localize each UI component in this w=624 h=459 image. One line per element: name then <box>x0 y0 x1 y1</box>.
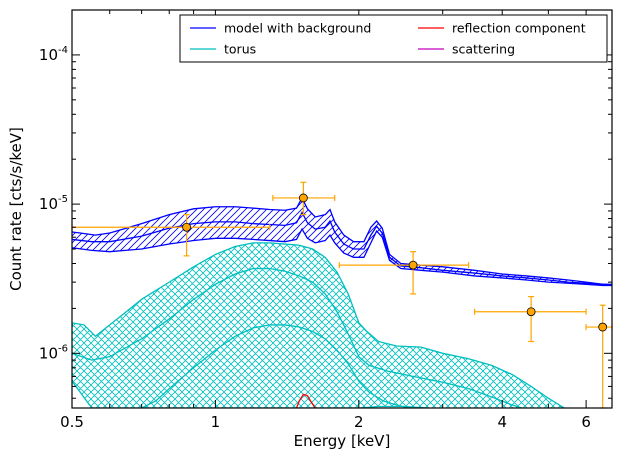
legend-entry: reflection component <box>418 21 586 36</box>
data-marker <box>298 193 308 203</box>
data-marker <box>182 222 191 232</box>
x-tick-label: 1 <box>211 413 221 431</box>
x-axis-label: Energy [keV] <box>294 432 391 450</box>
torus-band-fill <box>72 242 565 408</box>
y-tick-label: 10-6 <box>39 343 68 362</box>
model-with-background-band-lower <box>72 227 612 287</box>
data-marker <box>526 307 536 317</box>
y-tick-label: 10-4 <box>39 45 68 64</box>
legend-entry: scattering <box>418 42 515 57</box>
y-tick-label: 10-5 <box>39 194 68 213</box>
legend-label: model with background <box>224 21 371 36</box>
legend-entry: torus <box>190 42 256 57</box>
torus-band-lower <box>72 380 429 408</box>
torus-band-upper <box>72 242 565 408</box>
reflection-component-curve <box>295 393 316 408</box>
torus-band-median <box>72 267 523 408</box>
data-point <box>585 304 613 409</box>
x-tick-label: 4 <box>497 413 507 431</box>
legend-label: scattering <box>452 42 515 57</box>
x-tick-label: 0.5 <box>60 413 84 431</box>
data-marker <box>598 322 608 332</box>
model-with-background-band-median <box>72 211 612 286</box>
data-point <box>473 295 587 343</box>
y-axis-label: Count rate [cts/s/keV] <box>7 127 25 291</box>
plot-frame <box>71 9 613 409</box>
model-with-background-band-upper <box>72 196 612 285</box>
x-tick-label: 6 <box>581 413 591 431</box>
torus-curve <box>141 324 410 408</box>
data-marker <box>408 260 418 270</box>
data-point <box>272 181 336 216</box>
legend-box <box>179 14 608 63</box>
legend-label: reflection component <box>452 21 586 36</box>
data-point <box>338 251 470 295</box>
legend-label: torus <box>224 42 256 57</box>
legend-entry: model with background <box>190 21 371 36</box>
x-tick-label: 2 <box>354 413 364 431</box>
